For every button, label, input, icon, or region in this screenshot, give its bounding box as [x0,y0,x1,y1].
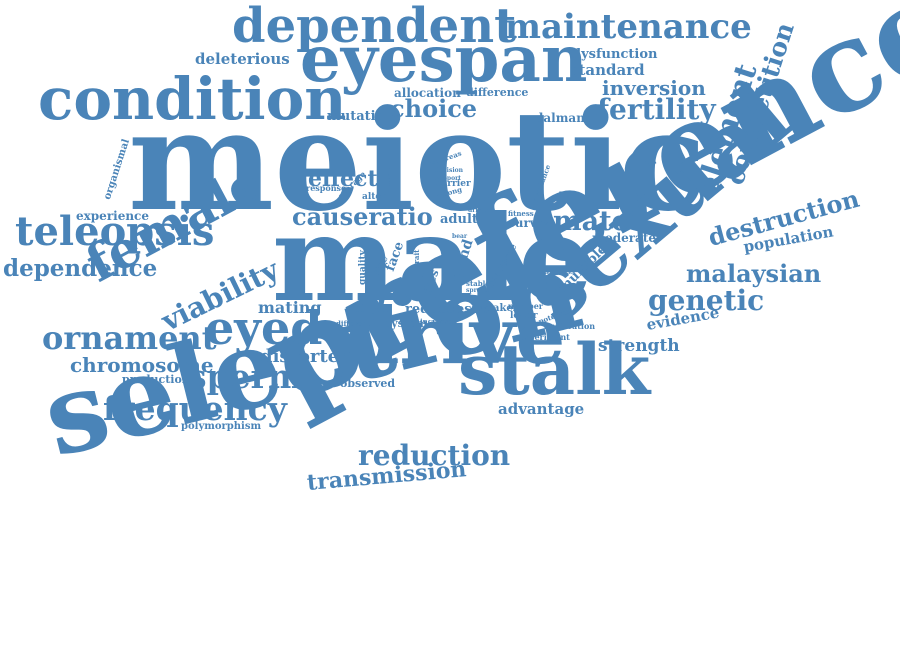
word-sperm: sperm [188,357,303,396]
word-support: support [435,175,462,182]
word-reduction: reduction [358,439,511,472]
word-advantage: advantage [498,400,585,418]
word-moderate: moderate [592,231,657,245]
word-difference: difference [466,86,529,99]
word-production: production [122,373,190,386]
word-mate: mate [553,206,629,237]
word-survival: survival [508,216,561,230]
word-teleopsis: teleopsis [15,208,215,255]
word-ornament: ornament [42,319,217,357]
word-stalk: stalk [458,328,651,411]
word-success: success [545,267,575,276]
word-dysfunction: dysfunction [572,47,658,62]
word-polymorphism: polymorphism [181,421,262,432]
word-eyed: eyed [205,301,323,355]
word-dependent: dependent [232,0,517,54]
word-mutation: mutation [327,109,394,124]
word-weaker: weaker [478,303,519,314]
word-lower: lower [510,311,538,321]
word-fitness: fitness [508,209,534,218]
word-choice: choice [390,94,478,123]
word-experiment: experiment [519,332,570,342]
word-genetic: genetic [648,284,765,317]
word-frequency: frequency [103,389,287,428]
word-testis: testis [450,302,490,317]
word-driver: driver [468,207,489,214]
word-malaysian: malaysian [686,259,822,288]
word-deleterious: deleterious [195,50,290,68]
word-quality: quality [358,250,368,285]
word-dependence: dependence [3,255,158,282]
word-standard: standard [570,61,645,79]
word-spread: spread [466,287,489,294]
word-chromosome: chromosome [70,353,214,377]
word-eyespan: eyespan [300,22,588,97]
word-causeratio: causeratio [292,202,433,231]
word-dalmanni: dalmanni [535,111,599,125]
word-fertility: fertility [597,93,716,126]
word-condition: condition [38,65,347,133]
word-depend: depend [386,166,392,188]
word-carrier: carrier [436,179,471,189]
word-distorter: distorter [260,346,349,367]
word-effect: effect [308,166,378,192]
word-reduce: reduce [405,302,455,317]
word-implication: implication [544,321,596,331]
word-subject: subject [356,304,389,314]
word-bear: bear [452,233,468,240]
word-inversion: inversion [602,76,706,100]
word-different: different [336,319,371,328]
word-increase: increase [420,317,454,326]
word-trait: trait [412,249,421,267]
word-number: number [508,301,543,311]
word-stable: stable [466,279,490,288]
word-experience: experience [76,209,149,223]
word-meiotic: meiotic [128,79,707,242]
word-allocation: allocation [394,86,461,100]
word-mating: mating [258,298,322,317]
word-response: response [306,183,347,193]
word-alter: alter [362,192,386,202]
word-decision: decision [435,167,463,174]
word-drive: drive [345,291,566,382]
word-maintenance: maintenance [505,7,752,47]
word-male: male [272,189,594,328]
word-system: system [385,317,428,330]
word-strength: strength [598,336,680,356]
word-adult: adult [440,212,478,227]
word-observed: observed [340,377,396,390]
word-transmission: transmission [305,456,468,496]
